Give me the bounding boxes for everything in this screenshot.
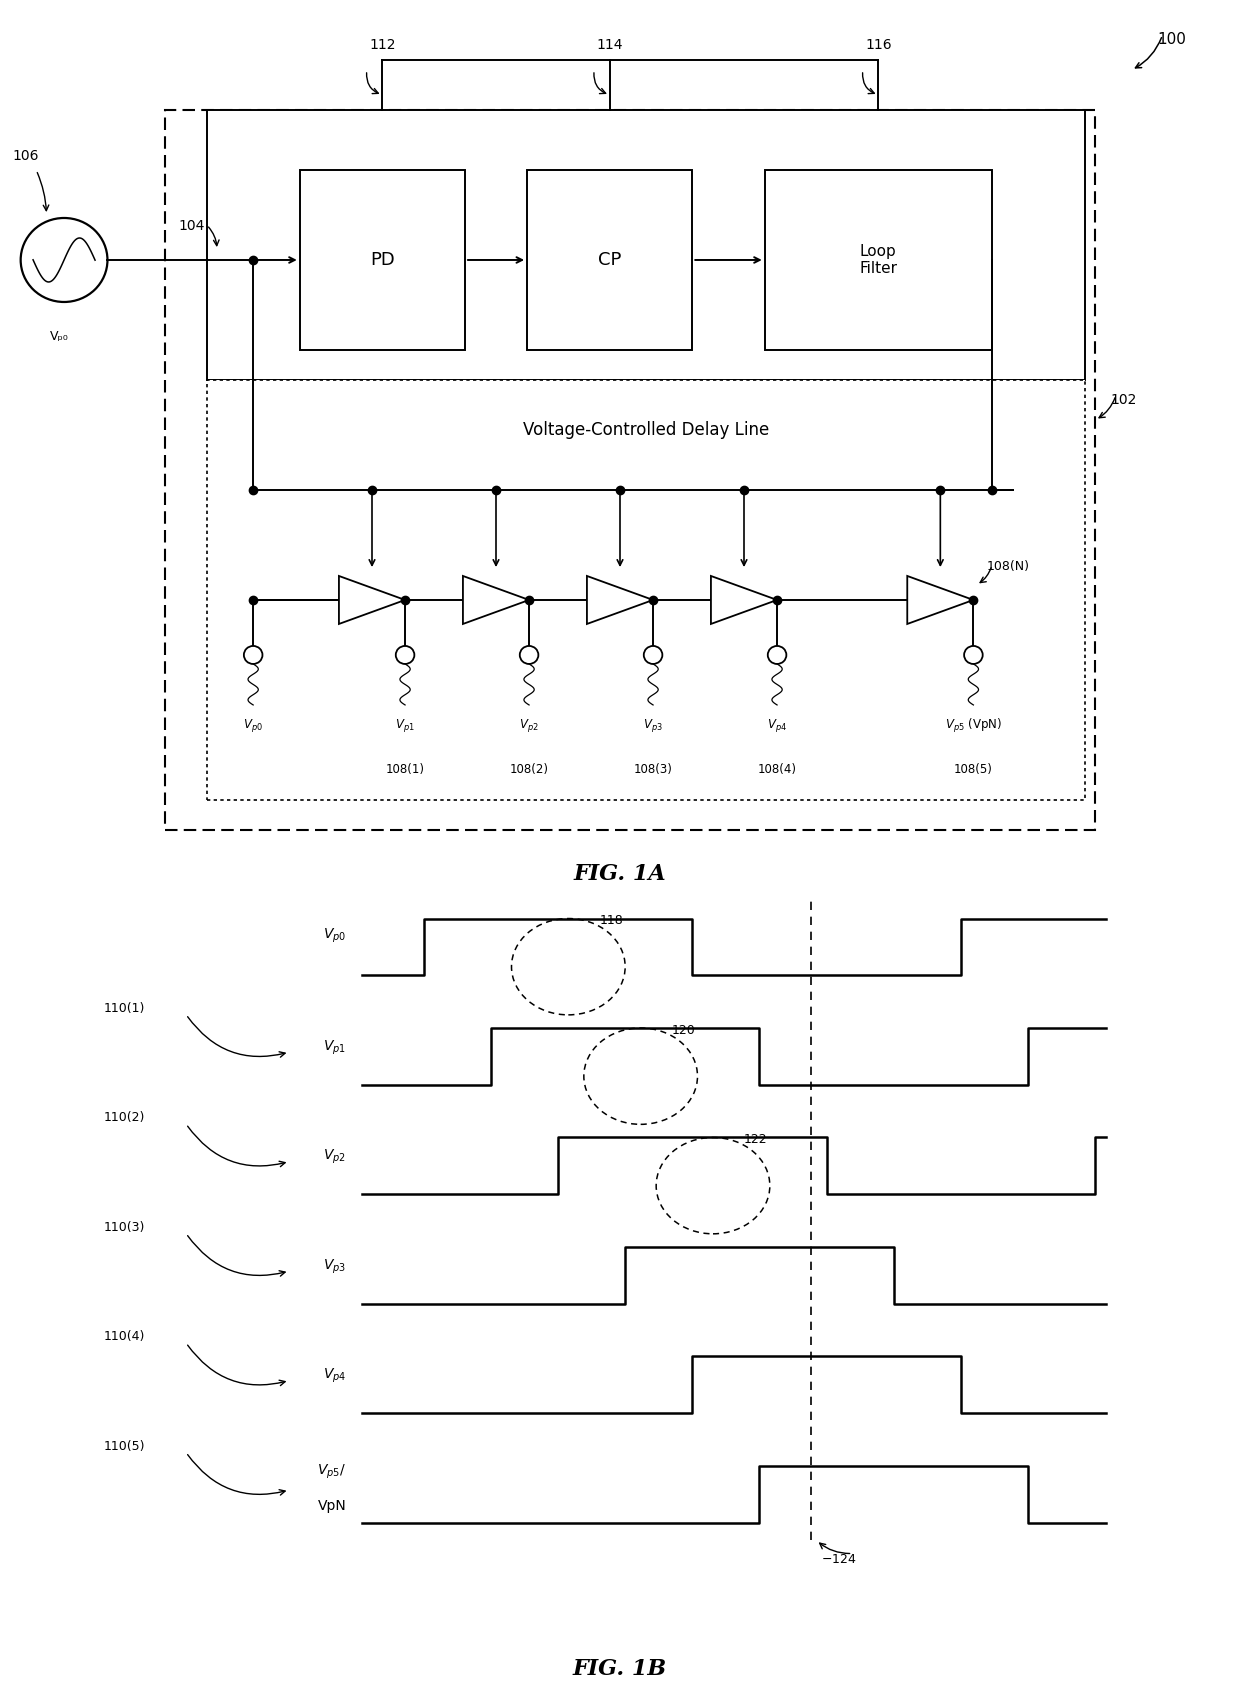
- Text: 110(3): 110(3): [103, 1221, 145, 1234]
- Text: 110(5): 110(5): [103, 1440, 145, 1453]
- Text: $-$124: $-$124: [821, 1554, 857, 1567]
- Circle shape: [644, 645, 662, 664]
- Polygon shape: [711, 576, 777, 623]
- Bar: [207, 380, 1085, 800]
- Text: $V_{p1}$: $V_{p1}$: [324, 1039, 346, 1056]
- Text: 102: 102: [1111, 392, 1137, 408]
- Text: Vₚ₀: Vₚ₀: [50, 329, 68, 343]
- Circle shape: [396, 645, 414, 664]
- Text: 108(2): 108(2): [510, 762, 548, 776]
- Text: 110(1): 110(1): [103, 1002, 145, 1015]
- Bar: [165, 110, 1095, 830]
- Text: 108(4): 108(4): [758, 762, 796, 776]
- Text: $V_{p1}$: $V_{p1}$: [396, 717, 415, 734]
- Text: Loop
Filter: Loop Filter: [859, 245, 898, 277]
- Text: $V_{p4}$: $V_{p4}$: [768, 717, 787, 734]
- Polygon shape: [908, 576, 973, 623]
- Circle shape: [768, 645, 786, 664]
- Text: 122: 122: [744, 1133, 768, 1146]
- Text: 114: 114: [596, 37, 622, 53]
- Text: $V_{p3}$: $V_{p3}$: [644, 717, 663, 734]
- Text: 100: 100: [1157, 32, 1187, 48]
- Text: 108(N): 108(N): [987, 560, 1030, 572]
- Text: $V_{p2}$: $V_{p2}$: [520, 717, 539, 734]
- Text: 116: 116: [866, 37, 892, 53]
- Text: 120: 120: [672, 1024, 696, 1037]
- Text: $V_{p5}$/: $V_{p5}$/: [317, 1464, 346, 1481]
- Text: 108(3): 108(3): [634, 762, 672, 776]
- Text: 104: 104: [179, 219, 205, 233]
- Bar: [765, 170, 992, 350]
- Circle shape: [520, 645, 538, 664]
- Bar: [300, 170, 465, 350]
- Text: $V_{p4}$: $V_{p4}$: [322, 1367, 346, 1386]
- Circle shape: [21, 217, 108, 302]
- Polygon shape: [339, 576, 405, 623]
- Text: PD: PD: [370, 251, 394, 268]
- Text: 108(1): 108(1): [386, 762, 424, 776]
- Text: $V_{p2}$: $V_{p2}$: [324, 1148, 346, 1167]
- Text: $V_{p0}$: $V_{p0}$: [243, 717, 263, 734]
- Text: $V_{p3}$: $V_{p3}$: [324, 1258, 346, 1275]
- Text: CP: CP: [598, 251, 621, 268]
- Text: 112: 112: [370, 37, 396, 53]
- Text: 110(4): 110(4): [103, 1330, 145, 1343]
- Bar: [207, 110, 1085, 380]
- Polygon shape: [587, 576, 653, 623]
- Bar: [527, 170, 692, 350]
- Circle shape: [244, 645, 263, 664]
- Text: 118: 118: [599, 914, 622, 927]
- Text: Voltage-Controlled Delay Line: Voltage-Controlled Delay Line: [523, 421, 769, 440]
- Polygon shape: [463, 576, 529, 623]
- Circle shape: [965, 645, 982, 664]
- Text: $V_{p5}$ (VpN): $V_{p5}$ (VpN): [945, 717, 1002, 735]
- Text: FIG. 1B: FIG. 1B: [573, 1659, 667, 1681]
- Text: $V_{p0}$: $V_{p0}$: [322, 927, 346, 944]
- Text: 106: 106: [12, 149, 40, 163]
- Text: 108(5): 108(5): [954, 762, 993, 776]
- Text: 110(2): 110(2): [103, 1110, 145, 1124]
- Text: VpN: VpN: [317, 1499, 346, 1513]
- Text: FIG. 1A: FIG. 1A: [574, 863, 666, 885]
